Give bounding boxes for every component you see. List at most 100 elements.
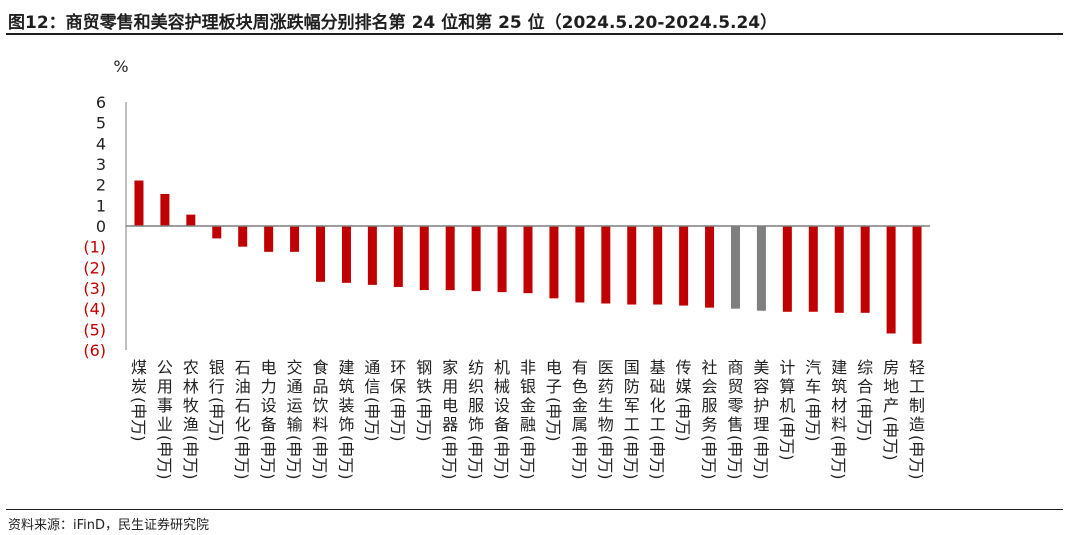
bar bbox=[886, 226, 896, 334]
y-tick-label: 6 bbox=[96, 93, 106, 112]
svg-text:化: 化 bbox=[235, 415, 251, 434]
y-tick-label: 3 bbox=[96, 155, 106, 174]
y-axis-unit-label: % bbox=[113, 57, 128, 76]
y-tick-label: 0 bbox=[96, 217, 106, 236]
svg-text:筑: 筑 bbox=[831, 377, 847, 396]
svg-text:材: 材 bbox=[831, 396, 847, 415]
svg-text:(申万): (申万) bbox=[596, 435, 615, 480]
bar bbox=[912, 226, 922, 344]
svg-text:会: 会 bbox=[702, 377, 718, 396]
svg-text:设: 设 bbox=[261, 396, 277, 415]
bar bbox=[497, 226, 507, 293]
svg-text:(申万): (申万) bbox=[751, 435, 770, 480]
svg-text:基: 基 bbox=[650, 358, 666, 377]
bar bbox=[341, 226, 351, 283]
category-label: 通信(申万) bbox=[362, 358, 381, 442]
y-tick-label: (5) bbox=[83, 320, 106, 339]
svg-text:零: 零 bbox=[727, 396, 743, 415]
bar bbox=[575, 226, 585, 303]
category-labels: 煤炭(申万)公用事业(申万)农林牧渔(申万)银行(申万)石油石化(申万)电力设备… bbox=[129, 358, 926, 480]
svg-text:生: 生 bbox=[598, 396, 614, 415]
svg-text:(申万): (申万) bbox=[207, 397, 226, 442]
svg-text:军: 军 bbox=[624, 396, 640, 415]
svg-text:(申万): (申万) bbox=[725, 435, 744, 480]
bar bbox=[679, 226, 689, 306]
svg-text:料: 料 bbox=[313, 415, 329, 434]
svg-text:机: 机 bbox=[779, 396, 795, 415]
category-label: 银行(申万) bbox=[207, 358, 226, 442]
svg-text:工: 工 bbox=[624, 415, 640, 434]
svg-text:制: 制 bbox=[909, 396, 925, 415]
svg-text:煤: 煤 bbox=[131, 358, 147, 377]
y-tick-label: (4) bbox=[83, 300, 106, 319]
svg-text:力: 力 bbox=[261, 377, 277, 396]
svg-text:社: 社 bbox=[702, 358, 718, 377]
category-label: 综合(申万) bbox=[855, 358, 874, 442]
svg-text:商: 商 bbox=[727, 358, 743, 377]
svg-text:色: 色 bbox=[572, 377, 588, 396]
bar bbox=[834, 226, 844, 313]
bar bbox=[160, 193, 170, 226]
svg-text:医: 医 bbox=[598, 358, 614, 377]
svg-text:备: 备 bbox=[494, 415, 510, 434]
svg-text:工: 工 bbox=[650, 415, 666, 434]
svg-text:(申万): (申万) bbox=[700, 435, 719, 480]
svg-text:事: 事 bbox=[157, 396, 173, 415]
svg-text:业: 业 bbox=[157, 415, 173, 434]
svg-text:用: 用 bbox=[157, 377, 173, 396]
svg-text:电: 电 bbox=[546, 358, 562, 377]
svg-text:房: 房 bbox=[883, 358, 899, 377]
bar bbox=[601, 226, 611, 304]
svg-text:油: 油 bbox=[235, 377, 251, 396]
svg-text:轻: 轻 bbox=[909, 358, 925, 377]
svg-text:石: 石 bbox=[235, 396, 251, 415]
category-label: 传媒(申万) bbox=[674, 358, 693, 442]
svg-text:电: 电 bbox=[261, 358, 277, 377]
svg-text:传: 传 bbox=[676, 358, 692, 377]
svg-text:公: 公 bbox=[157, 358, 173, 377]
y-tick-label: 5 bbox=[96, 114, 106, 133]
bar bbox=[419, 226, 429, 291]
bar bbox=[756, 226, 766, 311]
y-tick-label: (6) bbox=[83, 341, 106, 360]
svg-text:金: 金 bbox=[520, 396, 536, 415]
svg-text:有: 有 bbox=[572, 358, 588, 377]
svg-text:服: 服 bbox=[702, 396, 718, 415]
svg-text:融: 融 bbox=[520, 415, 536, 434]
category-label: 商贸零售(申万) bbox=[725, 358, 744, 480]
bars bbox=[134, 180, 922, 344]
svg-text:服: 服 bbox=[468, 396, 484, 415]
svg-text:础: 础 bbox=[650, 377, 666, 396]
category-label: 美容护理(申万) bbox=[751, 358, 770, 480]
svg-text:(申万): (申万) bbox=[544, 397, 563, 442]
svg-text:计: 计 bbox=[779, 358, 795, 377]
svg-text:织: 织 bbox=[468, 377, 484, 396]
svg-text:务: 务 bbox=[702, 415, 718, 434]
svg-text:(申万): (申万) bbox=[362, 397, 381, 442]
svg-text:铁: 铁 bbox=[416, 377, 432, 396]
svg-text:饮: 饮 bbox=[313, 396, 329, 415]
svg-text:(申万): (申万) bbox=[466, 435, 485, 480]
svg-text:药: 药 bbox=[598, 377, 614, 396]
bar bbox=[549, 226, 559, 299]
svg-text:(申万): (申万) bbox=[155, 435, 174, 480]
svg-text:银: 银 bbox=[209, 358, 225, 377]
svg-text:属: 属 bbox=[572, 415, 588, 434]
svg-text:算: 算 bbox=[779, 377, 795, 396]
title-divider bbox=[6, 33, 1063, 35]
svg-text:物: 物 bbox=[598, 415, 614, 434]
svg-text:合: 合 bbox=[857, 377, 873, 396]
svg-text:综: 综 bbox=[857, 358, 873, 377]
svg-text:纺: 纺 bbox=[468, 358, 484, 377]
svg-text:农: 农 bbox=[183, 358, 199, 377]
svg-text:筑: 筑 bbox=[338, 377, 354, 396]
category-label: 房地产(申万) bbox=[881, 358, 900, 461]
